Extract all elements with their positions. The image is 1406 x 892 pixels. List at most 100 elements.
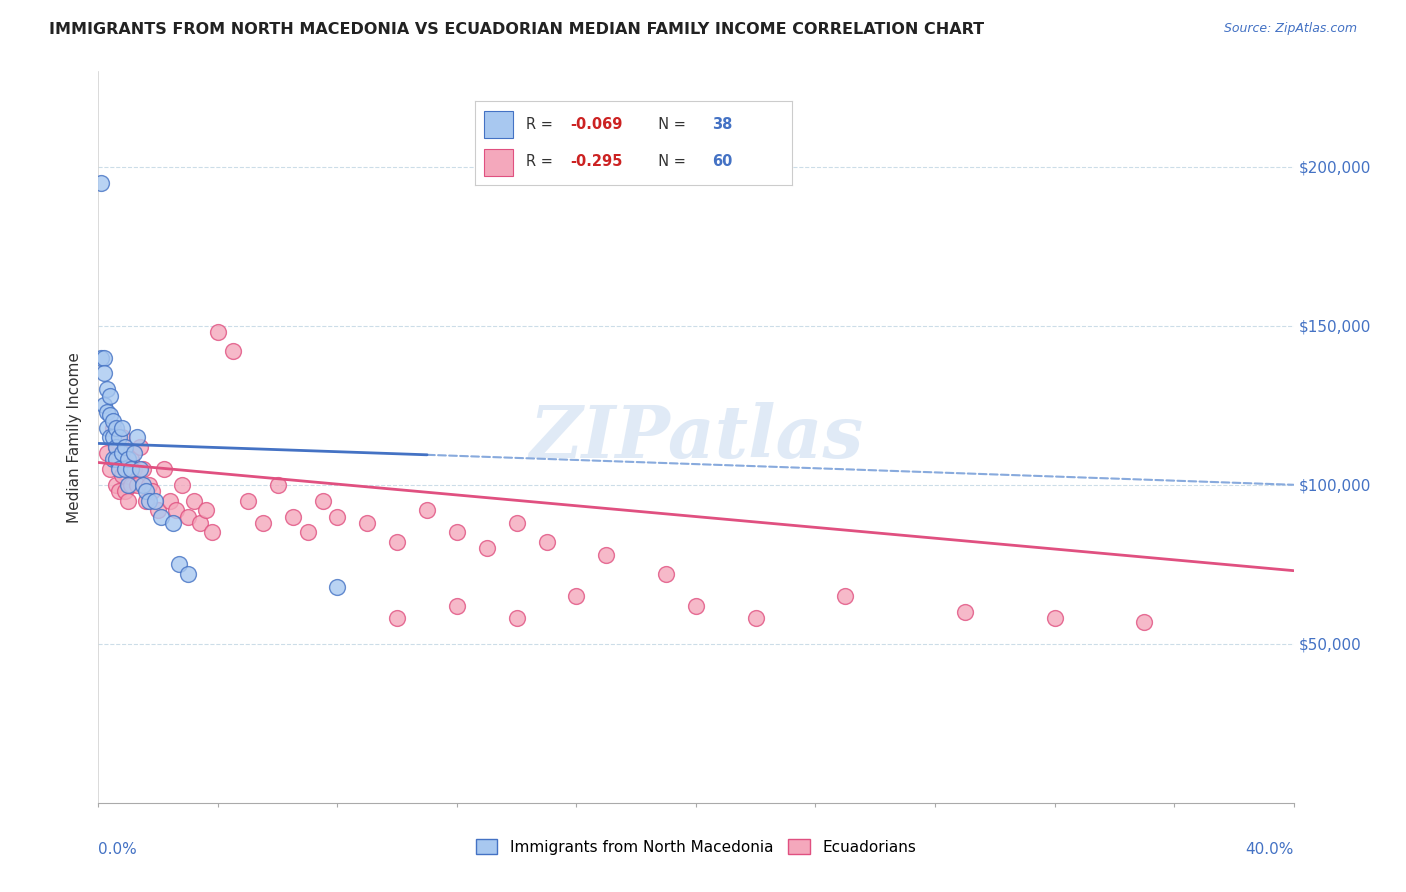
Point (222, 344, 245, 359)
Point (117, 477, 139, 491)
Point (127, 477, 149, 491)
Point (96, 404, 118, 418)
Point (120, 462, 142, 476)
Point (416, 503, 439, 517)
Point (745, 611, 768, 625)
Point (103, 430, 125, 444)
Point (111, 446, 134, 460)
Point (135, 493, 157, 508)
Point (385, 611, 409, 625)
Point (506, 611, 529, 625)
Point (124, 462, 146, 476)
Point (183, 493, 205, 508)
Point (108, 452, 131, 467)
Text: 40.0%: 40.0% (1246, 842, 1294, 856)
Point (326, 580, 349, 594)
Point (953, 605, 976, 619)
Point (98, 462, 122, 476)
Point (105, 440, 128, 454)
Point (1133, 615, 1156, 629)
Point (446, 599, 468, 613)
Point (93, 351, 115, 365)
Point (98, 430, 122, 444)
Point (475, 541, 498, 556)
Point (111, 430, 134, 444)
Point (129, 462, 152, 476)
Point (252, 516, 274, 530)
Point (96, 383, 118, 397)
Point (201, 525, 224, 540)
Point (98, 408, 122, 422)
Text: 0.0%: 0.0% (98, 842, 138, 856)
Point (103, 420, 125, 434)
Point (129, 440, 152, 454)
Point (162, 516, 184, 530)
Point (506, 516, 529, 530)
Point (96, 446, 118, 460)
Point (536, 535, 558, 549)
Point (132, 477, 155, 491)
Point (124, 446, 146, 460)
Point (114, 462, 136, 476)
Point (148, 503, 170, 517)
Point (108, 430, 131, 444)
Point (117, 493, 139, 508)
Y-axis label: Median Family Income: Median Family Income (67, 351, 83, 523)
Point (120, 477, 142, 491)
Legend: Immigrants from North Macedonia, Ecuadorians: Immigrants from North Macedonia, Ecuador… (470, 833, 922, 861)
Point (138, 477, 160, 491)
Point (159, 493, 181, 508)
Point (96, 420, 118, 434)
Point (236, 493, 259, 508)
Point (120, 452, 142, 467)
Point (127, 430, 149, 444)
Point (114, 484, 136, 499)
Point (1043, 611, 1066, 625)
Point (297, 525, 319, 540)
Point (114, 446, 136, 460)
Point (117, 462, 139, 476)
Point (188, 516, 211, 530)
Point (111, 420, 134, 434)
Point (117, 452, 139, 467)
Point (356, 516, 378, 530)
Point (595, 548, 617, 562)
Point (105, 477, 128, 491)
Point (655, 566, 678, 581)
Point (103, 452, 125, 467)
Point (132, 462, 155, 476)
Point (153, 462, 176, 476)
Point (281, 509, 304, 524)
Point (105, 420, 128, 434)
Point (105, 452, 128, 467)
Point (446, 525, 468, 540)
Point (834, 589, 856, 603)
Point (114, 440, 136, 454)
Point (108, 484, 131, 499)
Point (135, 484, 157, 499)
Point (108, 462, 131, 476)
Point (326, 509, 349, 524)
Point (207, 325, 229, 339)
Text: ZIPatlas: ZIPatlas (529, 401, 863, 473)
Text: Source: ZipAtlas.com: Source: ZipAtlas.com (1223, 22, 1357, 36)
Point (103, 414, 125, 428)
Text: IMMIGRANTS FROM NORTH MACEDONIA VS ECUADORIAN MEDIAN FAMILY INCOME CORRELATION C: IMMIGRANTS FROM NORTH MACEDONIA VS ECUAD… (49, 22, 984, 37)
Point (167, 558, 190, 572)
Point (111, 468, 134, 483)
Point (141, 484, 163, 499)
Point (98, 389, 122, 403)
Point (385, 535, 409, 549)
Point (90, 351, 112, 365)
Point (195, 503, 218, 517)
Point (177, 566, 200, 581)
Point (105, 440, 128, 454)
Point (311, 493, 333, 508)
Point (150, 509, 173, 524)
Point (138, 493, 160, 508)
Point (267, 477, 290, 491)
Point (177, 509, 200, 524)
Point (90, 176, 112, 190)
Point (93, 367, 115, 381)
Point (685, 599, 707, 613)
